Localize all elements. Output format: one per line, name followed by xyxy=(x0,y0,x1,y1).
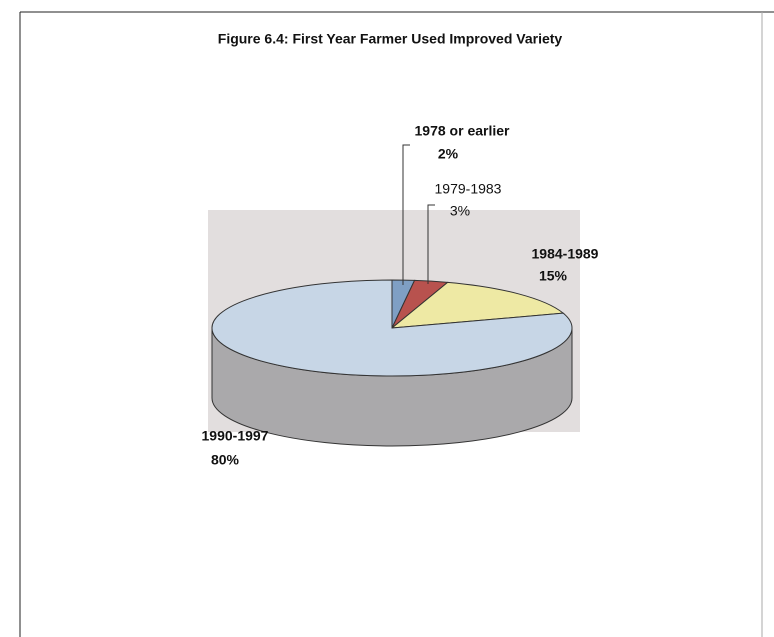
slice-value-label: 80% xyxy=(211,452,240,468)
slice-value-label: 3% xyxy=(450,203,470,219)
slice-category-label: 1978 or earlier xyxy=(415,123,511,139)
slice-category-label: 1984-1989 xyxy=(532,246,599,262)
chart-title: Figure 6.4: First Year Farmer Used Impro… xyxy=(218,31,563,47)
slice-value-label: 15% xyxy=(539,268,568,284)
slice-category-label: 1979-1983 xyxy=(435,181,502,197)
leader-line xyxy=(427,204,435,284)
slice-category-label: 1990-1997 xyxy=(202,428,269,444)
pie-slice xyxy=(211,279,573,377)
leader-line xyxy=(402,144,410,285)
slice-value-label: 2% xyxy=(438,146,459,162)
